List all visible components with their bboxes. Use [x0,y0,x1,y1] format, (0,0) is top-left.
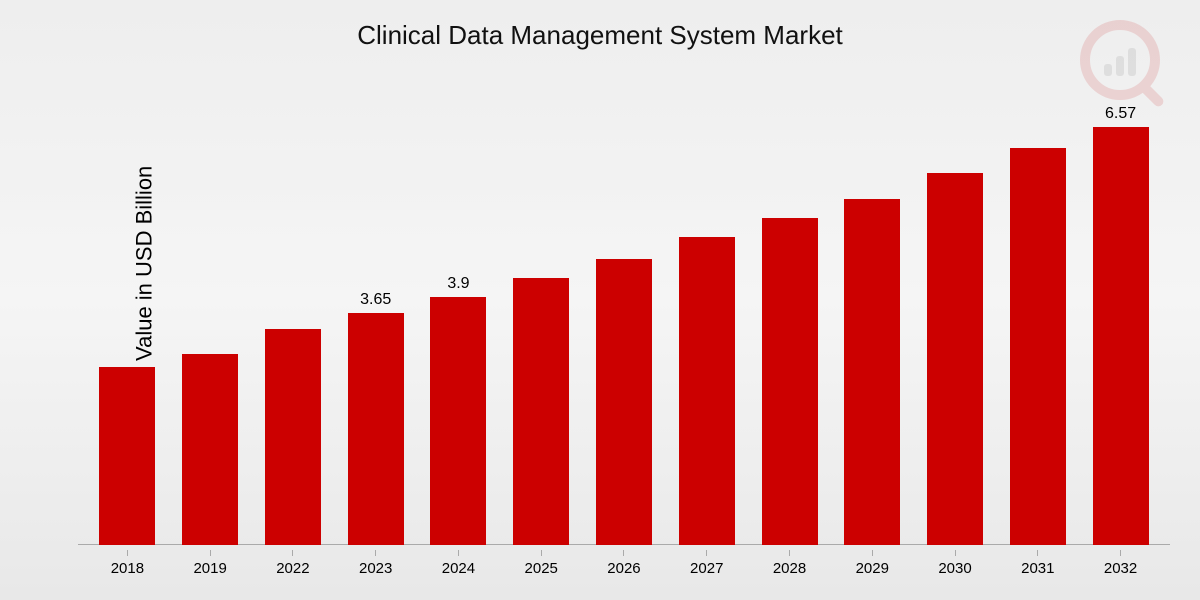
tick-mark [623,550,624,556]
bar-slot [86,100,169,545]
x-axis-tick: 2025 [500,550,583,580]
plot-area: 3.65 3.9 6.57 [78,100,1170,545]
tick-mark [375,550,376,556]
bar [927,173,983,545]
tick-label: 2023 [359,560,392,577]
x-axis-tick: 2026 [583,550,666,580]
bar [99,367,155,545]
x-axis-tick: 2029 [831,550,914,580]
tick-label: 2026 [607,560,640,577]
tick-mark [458,550,459,556]
bar-slot [831,100,914,545]
tick-mark [789,550,790,556]
x-axis-tick: 2032 [1079,550,1162,580]
watermark-logo [1080,20,1160,100]
tick-mark [1037,550,1038,556]
bar-slot: 6.57 [1079,100,1162,545]
tick-mark [292,550,293,556]
bar [513,278,569,545]
tick-mark [541,550,542,556]
tick-mark [706,550,707,556]
tick-label: 2019 [193,560,226,577]
bar-slot [252,100,335,545]
tick-mark [127,550,128,556]
bars-container: 3.65 3.9 6.57 [78,100,1170,545]
bar-slot [500,100,583,545]
tick-mark [1120,550,1121,556]
x-axis-tick: 2022 [252,550,335,580]
tick-label: 2029 [856,560,889,577]
tick-label: 2031 [1021,560,1054,577]
x-axis-tick: 2023 [334,550,417,580]
tick-label: 2030 [938,560,971,577]
x-axis: 2018 2019 2022 2023 2024 2025 2026 2027 2028 2029… [78,550,1170,580]
tick-label: 2022 [276,560,309,577]
bar [1010,148,1066,545]
bar-slot [914,100,997,545]
bar [265,329,321,545]
bar [596,259,652,545]
chart-title: Clinical Data Management System Market [0,20,1200,51]
bar-slot [665,100,748,545]
bar [348,313,404,545]
bar [430,297,486,545]
tick-label: 2025 [525,560,558,577]
tick-label: 2032 [1104,560,1137,577]
bar [182,354,238,545]
x-axis-tick: 2030 [914,550,997,580]
tick-label: 2018 [111,560,144,577]
bar [1093,127,1149,545]
bar [762,218,818,545]
tick-mark [210,550,211,556]
tick-label: 2027 [690,560,723,577]
bar [844,199,900,545]
bar-value-label: 3.65 [360,291,391,309]
bar [679,237,735,545]
x-axis-tick: 2018 [86,550,169,580]
bar-slot: 3.9 [417,100,500,545]
bar-slot [748,100,831,545]
x-axis-tick: 2024 [417,550,500,580]
bar-slot: 3.65 [334,100,417,545]
tick-label: 2028 [773,560,806,577]
tick-mark [955,550,956,556]
tick-label: 2024 [442,560,475,577]
bar-slot [169,100,252,545]
x-axis-tick: 2028 [748,550,831,580]
x-axis-tick: 2019 [169,550,252,580]
bar-slot [996,100,1079,545]
bar-slot [583,100,666,545]
tick-mark [872,550,873,556]
x-axis-tick: 2027 [665,550,748,580]
x-axis-tick: 2031 [996,550,1079,580]
bar-value-label: 6.57 [1105,105,1136,123]
bar-value-label: 3.9 [447,275,469,293]
